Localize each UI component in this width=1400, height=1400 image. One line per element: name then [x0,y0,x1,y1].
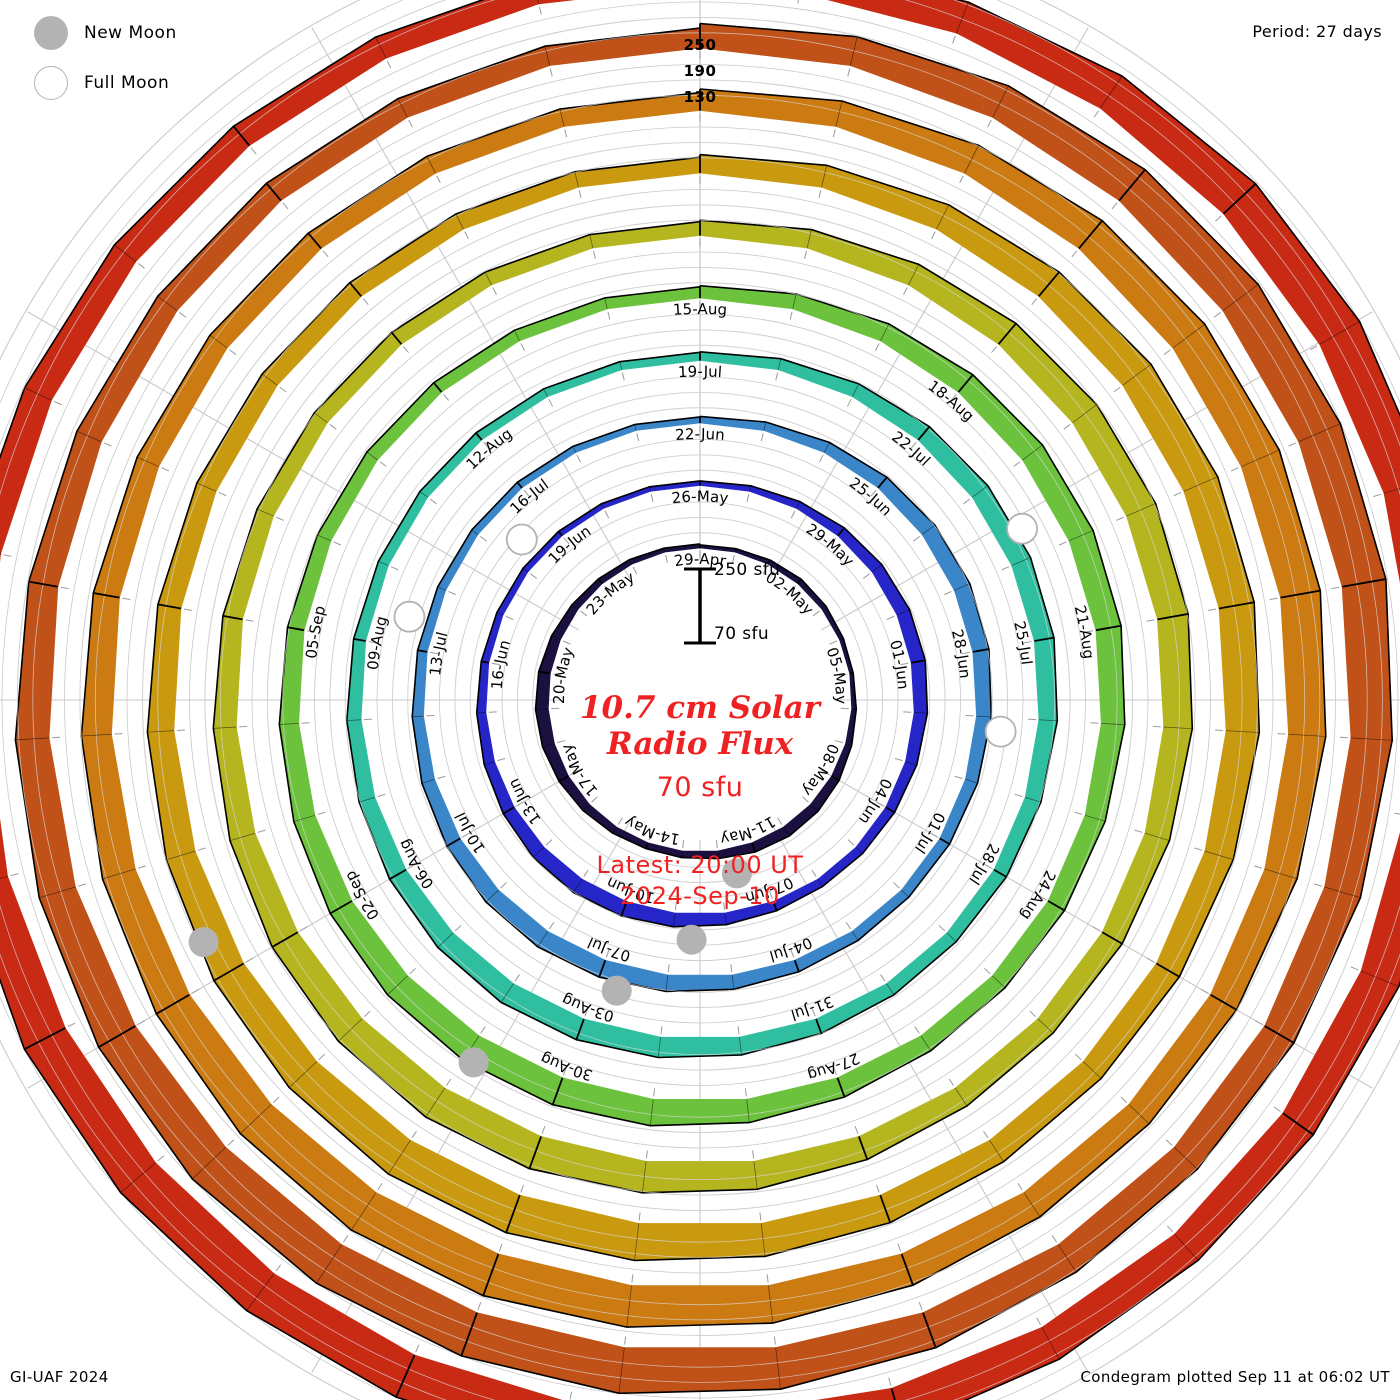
baseline-value: 70 sfu [656,772,744,803]
center-annotation: 10.7 cm Solar Radio Flux 70 sfu Latest: … [400,690,1000,912]
new-moon-marker [188,927,219,958]
copyright-label: GI-UAF 2024 [10,1368,109,1386]
radial-scale-numbers: 250 190 130 [0,32,1400,110]
moon-legend: New Moon Full Moon [22,8,322,108]
full-moon-marker [393,600,426,633]
amplitude-scale-bar [684,567,716,645]
scale-bar-max-label: 250 sfu [714,560,781,580]
full-moon-marker [1006,512,1038,545]
date-label: 15-Aug [672,300,727,319]
period-label: Period: 27 days [1252,22,1382,41]
latest-date: 2024-Sep-10 [620,882,780,910]
new-moon-icon [34,16,68,50]
radial-scale-250: 250 [683,36,717,54]
radial-scale-190: 190 [683,62,717,80]
full-moon-marker [984,715,1017,748]
date-label: 29-Apr [673,550,728,570]
new-moon-marker [601,975,632,1006]
legend-item-new-moon: New Moon [22,8,322,58]
date-label: 22-Jun [675,425,726,444]
new-moon-marker [721,858,752,889]
new-moon-marker [676,924,707,955]
full-moon-marker [505,523,538,556]
latest-time: Latest: 20:00 UT [596,851,804,879]
legend-label-full-moon: Full Moon [84,73,170,93]
radial-scale-130: 130 [683,88,717,106]
moon-markers [188,512,1038,1078]
chart-title-line2: Radio Flux [606,726,794,762]
full-moon-icon [34,66,68,100]
legend-item-full-moon: Full Moon [22,58,322,108]
legend-label-new-moon: New Moon [84,23,177,43]
new-moon-marker [458,1047,489,1078]
plot-timestamp-label: Condegram plotted Sep 11 at 06:02 UT [1080,1368,1390,1386]
scale-bar-min-label: 70 sfu [714,624,770,644]
chart-title-line1: 10.7 cm Solar [579,690,821,726]
date-label: 19-Jul [678,362,723,381]
date-label: 26-May [671,487,730,507]
